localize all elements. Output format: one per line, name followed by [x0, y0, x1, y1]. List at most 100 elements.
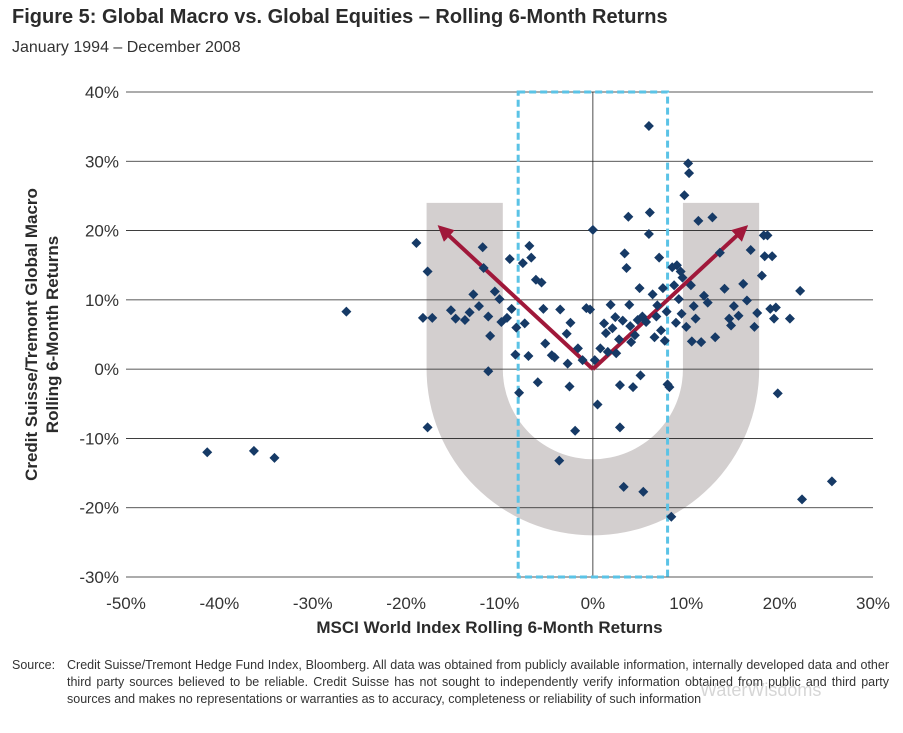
data-point: [652, 300, 663, 311]
data-point: [762, 230, 773, 241]
data-point: [511, 322, 522, 333]
data-point: [572, 343, 583, 354]
data-point: [473, 301, 484, 312]
data-point: [532, 377, 543, 388]
data-point: [618, 481, 629, 492]
data-point: [592, 399, 603, 410]
data-point: [494, 294, 505, 305]
data-point: [686, 336, 697, 347]
data-point: [679, 190, 690, 201]
y-tick-label: -20%: [79, 499, 119, 518]
data-point: [772, 388, 783, 399]
data-point: [587, 224, 598, 235]
data-point: [526, 252, 537, 263]
data-point: [483, 311, 494, 322]
data-point: [643, 120, 654, 131]
x-tick-label: -30%: [293, 594, 333, 613]
data-point: [540, 338, 551, 349]
data-point: [643, 229, 654, 240]
chart-subtitle: January 1994 – December 2008: [12, 39, 241, 56]
data-point: [635, 370, 646, 381]
arrow-0: [437, 225, 595, 371]
data-point: [738, 278, 749, 289]
x-tick-label: 0%: [581, 594, 606, 613]
data-point: [623, 211, 634, 222]
data-point: [599, 318, 610, 329]
data-point: [634, 283, 645, 294]
data-point: [485, 330, 496, 341]
x-tick-label: 30%: [856, 594, 890, 613]
data-point: [562, 358, 573, 369]
data-point: [714, 247, 725, 258]
data-point: [756, 270, 767, 281]
data-point: [657, 283, 668, 294]
data-point: [506, 303, 517, 314]
data-point: [611, 348, 622, 359]
data-point: [565, 317, 576, 328]
data-point: [517, 258, 528, 269]
data-point: [422, 266, 433, 277]
data-point: [468, 289, 479, 300]
data-point: [554, 455, 565, 466]
data-point: [549, 352, 560, 363]
data-point: [669, 280, 680, 291]
data-point: [450, 313, 461, 324]
data-point: [519, 318, 530, 329]
data-point: [510, 349, 521, 360]
data-point: [797, 494, 808, 505]
data-point: [445, 305, 456, 316]
data-point: [707, 212, 718, 223]
data-point: [626, 337, 637, 348]
half-ring-band: [426, 202, 760, 536]
data-point: [651, 311, 662, 322]
data-point: [770, 302, 781, 313]
data-point: [685, 280, 696, 291]
data-point: [681, 321, 692, 332]
data-point: [536, 277, 547, 288]
data-point: [688, 301, 699, 312]
data-point: [690, 313, 701, 324]
y-tick-label: -10%: [79, 429, 119, 448]
x-tick-label: -50%: [106, 594, 146, 613]
data-point: [673, 294, 684, 305]
data-point: [202, 447, 213, 458]
chart-title: Figure 5: Global Macro vs. Global Equiti…: [12, 6, 668, 28]
scatter-chart: -50% -40% -30% -20% -10% 0% 10% 20% 30% -30% -20% -…: [22, 83, 890, 637]
data-point: [589, 355, 600, 366]
y-axis-label-line1: Credit Suisse/Tremont Global Macro: [22, 188, 41, 481]
data-point: [538, 303, 549, 314]
data-point: [614, 334, 625, 345]
data-point: [459, 314, 470, 325]
source-label: Source:: [12, 658, 56, 672]
data-point: [614, 380, 625, 391]
data-point: [341, 306, 352, 317]
y-tick-label: 40%: [85, 83, 119, 102]
data-point: [561, 328, 572, 339]
data-point: [683, 158, 694, 169]
data-point: [248, 445, 259, 456]
data-point: [784, 313, 795, 324]
data-point: [654, 252, 665, 263]
data-point: [664, 382, 675, 393]
data-point: [411, 238, 422, 249]
data-point: [767, 251, 778, 262]
data-point: [641, 317, 652, 328]
data-point: [607, 323, 618, 334]
data-point: [677, 272, 688, 283]
y-tick-label: 10%: [85, 291, 119, 310]
data-point: [555, 304, 566, 315]
y-tick-label: 30%: [85, 152, 119, 171]
data-point: [605, 299, 616, 310]
data-point: [602, 346, 613, 357]
x-tick-label: 10%: [669, 594, 703, 613]
data-point: [504, 253, 515, 264]
data-point: [647, 289, 658, 300]
data-point: [464, 307, 475, 318]
data-point: [610, 312, 621, 323]
data-point: [644, 207, 655, 218]
data-point: [795, 285, 806, 296]
data-point: [676, 308, 687, 319]
data-point: [661, 306, 672, 317]
data-point: [724, 313, 735, 324]
data-point: [826, 476, 837, 487]
